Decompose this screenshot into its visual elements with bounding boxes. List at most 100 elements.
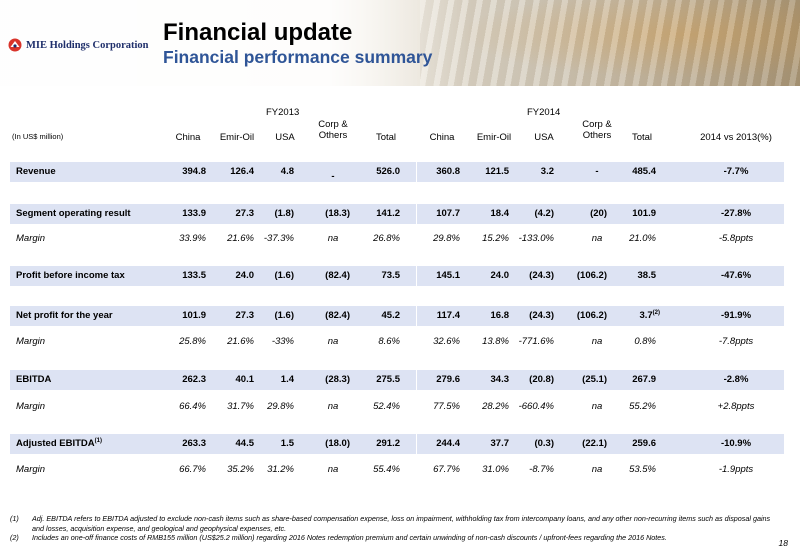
cell: -37.3% <box>263 233 294 244</box>
row-label: Profit before income tax <box>16 270 125 281</box>
col-corp-2013: Corp & Others <box>303 119 363 141</box>
page-subtitle: Financial performance summary <box>163 47 433 67</box>
col-usa-2013: USA <box>275 132 295 143</box>
company-name: MIE Holdings Corporation <box>26 39 149 51</box>
cell: 8.6% <box>378 336 400 347</box>
cell: 31.7% <box>227 401 254 412</box>
row-label: Margin <box>16 464 46 475</box>
row-label: Revenue <box>16 166 56 177</box>
cell: -133.0% <box>518 233 554 244</box>
cell: 33.9% <box>179 233 206 244</box>
cell: 21.6% <box>227 336 254 347</box>
cell: 244.4 <box>436 438 460 449</box>
table-row: Revenue 394.8 126.4 4.8 - 526.0 360.8 12… <box>0 162 800 182</box>
row-label-with-note: Adjusted EBITDA(1) <box>16 438 102 449</box>
cell: -7.7% <box>723 166 749 177</box>
cell: 1.4 <box>280 374 294 385</box>
cell: 485.4 <box>632 166 656 177</box>
cell: (24.3) <box>529 310 554 321</box>
cell: 121.5 <box>485 166 509 177</box>
cell: na <box>591 233 603 244</box>
cell: na <box>327 336 339 347</box>
cell: (24.3) <box>529 270 554 281</box>
cell: 37.7 <box>490 438 510 449</box>
cell: 66.7% <box>179 464 206 475</box>
cell: 55.4% <box>373 464 400 475</box>
cell: 15.2% <box>482 233 509 244</box>
cell: (25.1) <box>582 374 607 385</box>
band-ebitda <box>10 370 784 390</box>
cell: 35.2% <box>227 464 254 475</box>
cell: - <box>595 166 599 177</box>
unit-note: (In US$ million) <box>12 132 64 141</box>
cell: 27.3 <box>235 310 255 321</box>
cell: na <box>327 401 339 412</box>
footnote-number: (1) <box>10 514 19 523</box>
band-pbt <box>10 266 784 286</box>
cell: 262.3 <box>182 374 206 385</box>
cell: na <box>591 336 603 347</box>
cell: (22.1) <box>582 438 607 449</box>
cell: -1.9ppts <box>718 464 754 475</box>
cell: 101.9 <box>632 208 656 219</box>
table-row: Margin 25.8% 21.6% -33% na 8.6% 32.6% 13… <box>0 332 800 352</box>
cell: (106.2) <box>576 310 607 321</box>
cell: 394.8 <box>182 166 206 177</box>
cell: 133.5 <box>182 270 206 281</box>
cell: 29.8% <box>267 401 294 412</box>
header-fade <box>0 0 470 86</box>
cell: 29.8% <box>433 233 460 244</box>
cell: -2.8% <box>723 374 749 385</box>
cell: 13.8% <box>482 336 509 347</box>
cell: 24.0 <box>490 270 510 281</box>
cell: na <box>327 464 339 475</box>
cell: 31.2% <box>267 464 294 475</box>
cell: (18.3) <box>325 208 350 219</box>
cell: -33% <box>271 336 294 347</box>
cell: -5.8ppts <box>718 233 754 244</box>
cell: -8.7% <box>529 464 554 475</box>
col-corp-2014-line1: Corp & <box>582 119 612 130</box>
cell: -10.9% <box>720 438 752 449</box>
cell: 4.8 <box>280 166 294 177</box>
col-corp-2014: Corp & Others <box>567 119 627 141</box>
year-divider <box>416 155 417 475</box>
cell: 0.8% <box>634 336 656 347</box>
cell: 27.3 <box>235 208 255 219</box>
cell: 32.6% <box>433 336 460 347</box>
cell: 21.0% <box>629 233 656 244</box>
cell: 24.0 <box>235 270 255 281</box>
band-segment <box>10 204 784 224</box>
cell: -660.4% <box>518 401 554 412</box>
cell: na <box>591 464 603 475</box>
cell: 526.0 <box>376 166 400 177</box>
cell: 279.6 <box>436 374 460 385</box>
cell: 40.1 <box>235 374 255 385</box>
row-label: EBITDA <box>16 374 52 385</box>
table-row: Profit before income tax 133.5 24.0 (1.6… <box>0 266 800 286</box>
footnote-1: (1) Adj. EBITDA refers to EBITDA adjuste… <box>10 514 780 533</box>
col-corp-2013-line1: Corp & <box>318 119 348 130</box>
table-row: EBITDA 262.3 40.1 1.4 (28.3) 275.5 279.6… <box>0 370 800 390</box>
cell: -771.6% <box>518 336 554 347</box>
company-logo: MIE Holdings Corporation <box>8 38 149 52</box>
table-row: Net profit for the year 101.9 27.3 (1.6)… <box>0 306 800 326</box>
cell: (28.3) <box>325 374 350 385</box>
page-number: 18 <box>778 538 788 548</box>
cell: -91.9% <box>720 310 752 321</box>
title-block: Financial update Financial performance s… <box>163 20 432 68</box>
cell: 18.4 <box>490 208 510 219</box>
cell: 45.2 <box>381 310 401 321</box>
cell: 44.5 <box>235 438 255 449</box>
col-vs: 2014 vs 2013(%) <box>700 132 772 143</box>
cell: 52.4% <box>373 401 400 412</box>
table-row: Margin 66.7% 35.2% 31.2% na 55.4% 67.7% … <box>0 460 800 480</box>
band-adjusted-ebitda <box>10 434 784 454</box>
col-total-2014: Total <box>631 132 653 143</box>
col-corp-2014-line2: Others <box>582 130 612 141</box>
col-usa-2014: USA <box>534 132 554 143</box>
row-label: Margin <box>16 401 46 412</box>
table-row: Adjusted EBITDA(1) 263.3 44.5 1.5 (18.0)… <box>0 434 800 454</box>
footnote-2: (2) Includes an one-off finance costs of… <box>10 533 780 543</box>
cell: 259.6 <box>632 438 656 449</box>
